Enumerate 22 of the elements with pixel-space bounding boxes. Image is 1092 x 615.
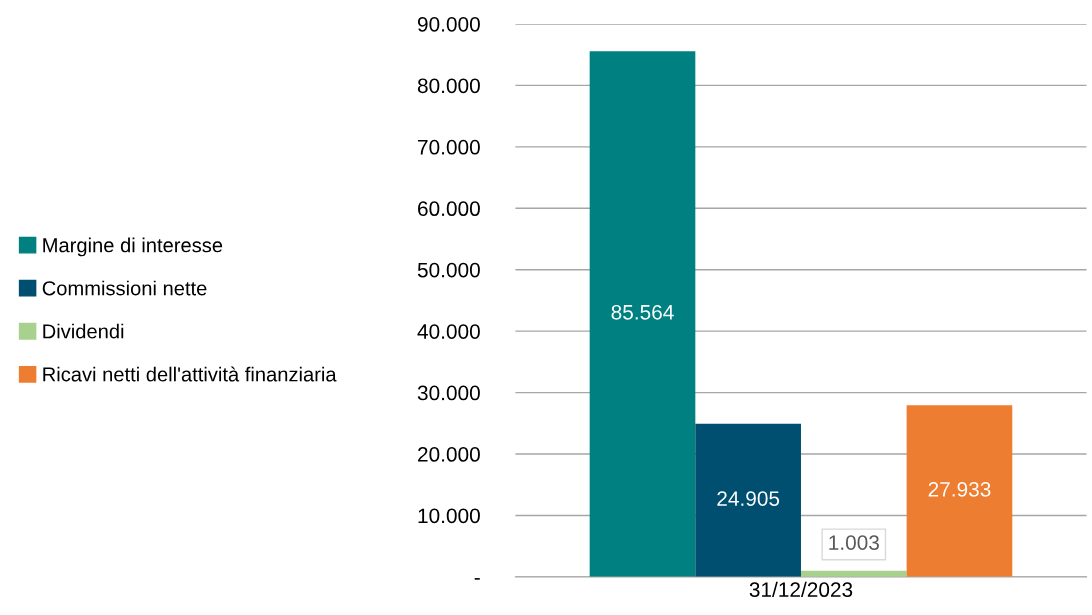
y-tick-label: 30.000	[417, 385, 480, 401]
y-tick-label: 80.000	[417, 78, 480, 94]
bar	[906, 405, 1013, 577]
y-tick-label: 50.000	[417, 262, 480, 278]
y-tick-label: -	[474, 578, 480, 580]
data-label: 85.564	[611, 304, 674, 320]
y-tick-label: 60.000	[418, 201, 480, 217]
y-tick-label: 70.000	[418, 139, 480, 155]
bar	[695, 423, 801, 577]
x-tick-label: 31/12/2023	[749, 581, 853, 598]
data-label: 24.905	[717, 491, 780, 506]
y-tick-label: 90.000	[417, 16, 480, 32]
data-label: 1.003	[829, 535, 879, 550]
legend-label: Dividendi	[43, 323, 124, 339]
y-tick-label: 10.000	[418, 508, 480, 524]
y-tick-label: 40.000	[417, 324, 480, 339]
data-label: 27.933	[928, 481, 991, 497]
legend-label: Ricavi netti dell'attività finanziaria	[43, 366, 337, 382]
legend-label: Margine di interesse	[43, 237, 223, 257]
bar	[589, 51, 696, 577]
legend-label: Commissioni nette	[42, 280, 207, 296]
y-tick-label: 20.000	[418, 447, 480, 462]
